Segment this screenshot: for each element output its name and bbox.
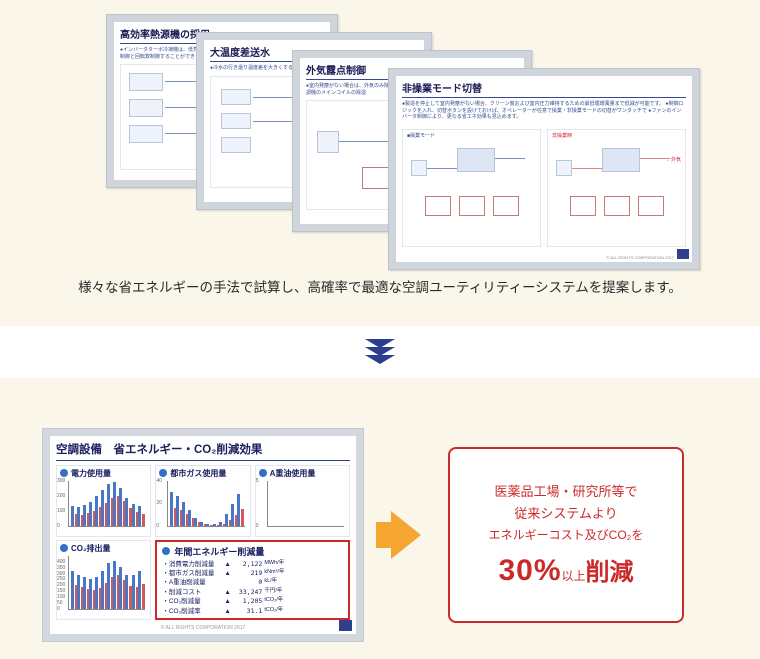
callout-percent: 30% [498,554,561,587]
annual-row-dir: ▲ [224,597,232,606]
annual-row-unit: tCO₂/年 [262,597,290,606]
slides-stack: 高効率熱源機の採用 ●インバータターボ冷凍機は、低負荷でも高効率運転ができます。… [20,14,740,254]
callout-reduction: 30%以上削減 [498,552,633,588]
callout-box: 医薬品工場・研究所等で 従来システムより エネルギーコスト及びCO₂を 30%以… [448,447,684,623]
annual-row-dir [224,578,232,587]
result-cell-electricity: 電力使用量 0 100 200 300 [56,465,151,537]
annual-row-name: ・都市ガス削減量 [162,569,224,578]
annual-row-unit: MWh/年 [262,560,290,569]
annual-row-dir: ▲ [224,588,232,597]
annual-row-dir: ▲ [224,560,232,569]
slide-4: 非操業モード切替 ●製造を停止して室内発塵がない場合、クリーン度および室内圧力維… [388,68,700,270]
annual-list: ・消費電力削減量▲2,122MWh/年・都市ガス削減量▲219kNm³/年・A重… [162,560,343,617]
cell-label-oil: A重油使用量 [270,468,316,479]
callout-line-2: 従来システムより [514,503,617,525]
slides-caption: 様々な省エネルギーの手法で試算し、高確率で最適な空調ユーティリティーシステムを提… [20,276,740,296]
result-cell-gas: 都市ガス使用量 0 20 40 [155,465,250,537]
callout-line-1: 医薬品工場・研究所等で [494,481,637,503]
result-card: 空調設備 省エネルギー・CO₂削減効果 電力使用量 0 100 200 300 [42,428,364,642]
annual-row-value: 1,205 [232,597,262,606]
result-cell-annual: 年間エネルギー削減量 ・消費電力削減量▲2,122MWh/年・都市ガス削減量▲2… [155,540,350,620]
result-cell-co2: CO₂排出量 0 50 100 150 200 250 300 350 400 [56,540,151,620]
slide-4-desc: ●製造を停止して室内発塵がない場合、クリーン度および室内圧力維持するための最低循… [402,101,686,121]
chart-oil: 0 5 [267,481,344,527]
annual-row-name: ・CO₂削減量 [162,597,224,606]
slide-4-title: 非操業モード切替 [402,80,686,98]
slide-4-footer: © ALL RIGHTS CORPORATION 2017 [606,255,674,260]
chart-gas: 0 20 40 [167,481,244,527]
arrow-right-icon [391,511,421,559]
annual-row-unit: 千円/年 [262,588,290,597]
brand-logo-icon [677,249,689,259]
bullet-icon [162,547,170,555]
annual-row-name: ・削減コスト [162,588,224,597]
callout-cut: 削減 [586,559,634,586]
annual-row-value: 219 [232,569,262,578]
result-title: 空調設備 省エネルギー・CO₂削減効果 [56,441,350,461]
cell-label-electricity: 電力使用量 [71,468,111,479]
annual-row-value: 2,122 [232,560,262,569]
annual-row-unit: kNm³/年 [262,569,290,578]
section-arrow-divider [0,326,760,378]
annual-row-name: ・A重油削減量 [162,578,224,587]
brand-logo-icon [339,620,352,631]
result-cell-oil: A重油使用量 0 5 [255,465,350,537]
bullet-icon [60,544,68,552]
big-arrow-wrapper [382,511,430,559]
section-slides: 高効率熱源機の採用 ●インバータターボ冷凍機は、低負荷でも高効率運転ができます。… [0,0,760,326]
bullet-icon [159,469,167,477]
annual-row-dir: ▲ [224,607,232,616]
callout-line-3: エネルギーコスト及びCO₂を [489,525,644,545]
section-result: 空調設備 省エネルギー・CO₂削減効果 電力使用量 0 100 200 300 [0,378,760,659]
annual-row-unit: kL/年 [262,578,290,587]
annual-row-value: 31.1 [232,607,262,616]
cell-label-annual: 年間エネルギー削減量 [174,545,264,558]
callout-suffix: 以上 [562,569,586,583]
chevrons-down-icon [365,340,395,364]
annual-row-unit: tCO₂/年 [262,607,290,616]
annual-row-value: 0 [232,578,262,587]
cell-label-co2: CO₂排出量 [71,543,111,554]
cell-label-gas: 都市ガス使用量 [170,468,226,479]
annual-row-name: ・消費電力削減量 [162,560,224,569]
chart-co2: 0 50 100 150 200 250 300 350 400 [68,556,145,610]
bullet-icon [259,469,267,477]
annual-row-name: ・CO₂削減率 [162,607,224,616]
chart-electricity: 0 100 200 300 [68,481,145,527]
bullet-icon [60,469,68,477]
annual-row-value: 33,247 [232,588,262,597]
result-footer: © ALL RIGHTS CORPORATION 2017 [161,625,246,631]
annual-row-dir: ▲ [224,569,232,578]
